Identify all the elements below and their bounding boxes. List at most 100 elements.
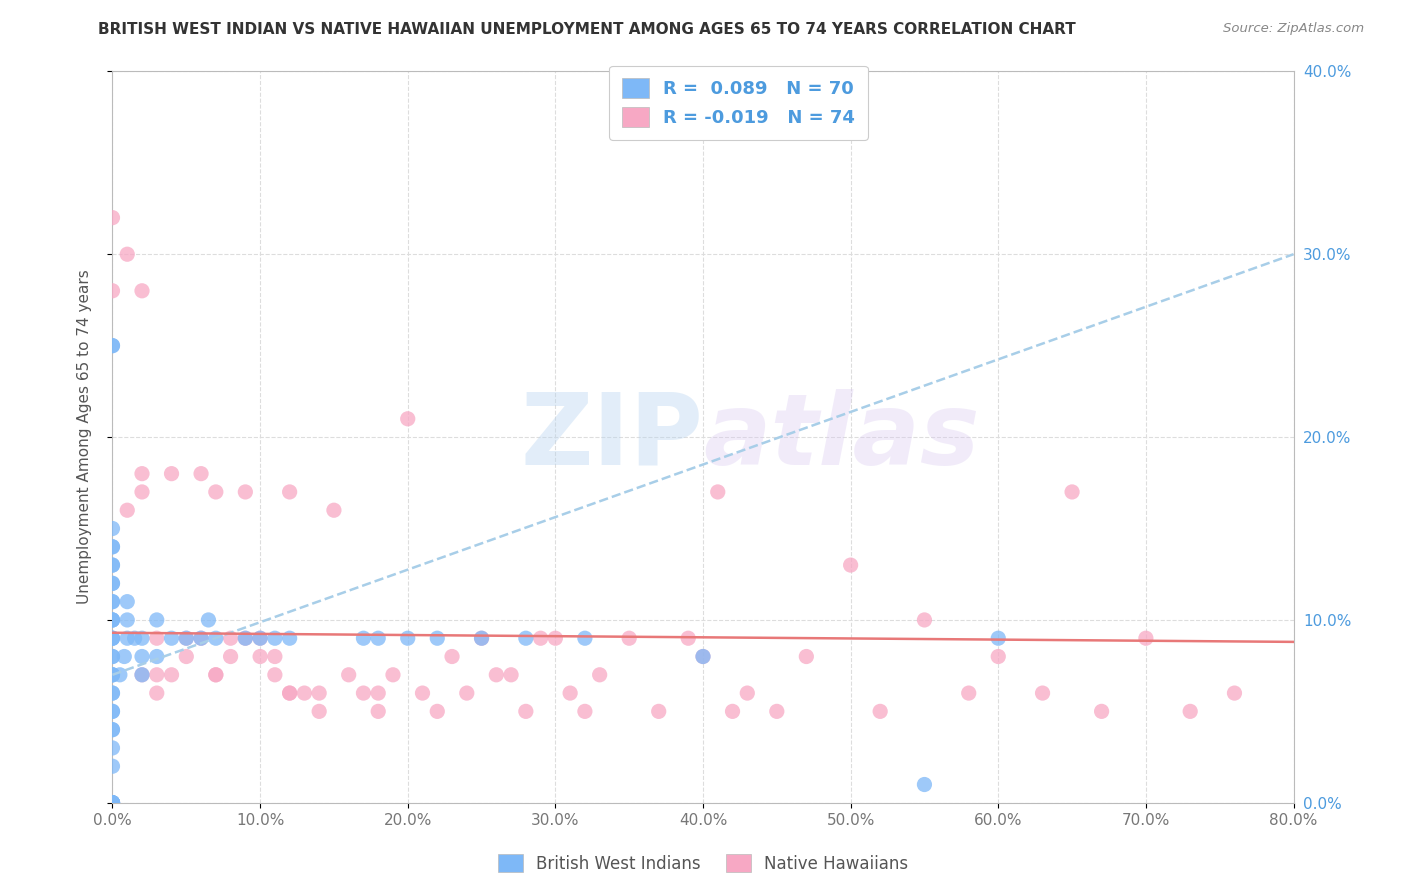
Point [117, 594, 138, 608]
Point [1178, 705, 1201, 719]
Point [174, 649, 197, 664]
Point [1091, 705, 1114, 719]
Point [174, 632, 197, 646]
Point [131, 667, 153, 681]
Point [101, 211, 124, 225]
Point [233, 632, 256, 646]
Point [131, 649, 153, 664]
Point [367, 686, 389, 700]
Point [101, 613, 124, 627]
Point [124, 632, 146, 646]
Point [205, 485, 228, 500]
Point [146, 649, 169, 664]
Point [117, 247, 138, 261]
Point [278, 632, 301, 646]
Point [544, 632, 567, 646]
Point [101, 649, 124, 664]
Point [117, 503, 138, 517]
Point [101, 705, 124, 719]
Point [1062, 485, 1084, 500]
Point [233, 632, 256, 646]
Point [987, 632, 1010, 646]
Point [619, 632, 641, 646]
Point [869, 705, 891, 719]
Point [131, 667, 153, 681]
Point [101, 632, 124, 646]
Point [101, 521, 124, 535]
Point [515, 705, 537, 719]
Point [101, 558, 124, 573]
Point [101, 740, 124, 755]
Text: atlas: atlas [703, 389, 980, 485]
Point [470, 632, 494, 646]
Point [101, 338, 124, 352]
Point [101, 796, 124, 810]
Point [839, 558, 862, 573]
Point [101, 667, 124, 681]
Point [292, 686, 315, 700]
Point [233, 485, 256, 500]
Point [1223, 686, 1246, 700]
Point [987, 649, 1010, 664]
Point [131, 485, 153, 500]
Point [249, 632, 271, 646]
Point [101, 796, 124, 810]
Point [101, 558, 124, 573]
Point [588, 667, 610, 681]
Point [678, 632, 700, 646]
Point [101, 796, 124, 810]
Point [131, 467, 153, 481]
Point [396, 632, 419, 646]
Point [278, 686, 301, 700]
Point [101, 632, 124, 646]
Point [101, 576, 124, 591]
Point [160, 467, 183, 481]
Text: Source: ZipAtlas.com: Source: ZipAtlas.com [1223, 22, 1364, 36]
Point [101, 613, 124, 627]
Point [131, 632, 153, 646]
Point [146, 667, 169, 681]
Point [131, 284, 153, 298]
Y-axis label: Unemployment Among Ages 65 to 74 years: Unemployment Among Ages 65 to 74 years [77, 269, 91, 605]
Text: ZIP: ZIP [520, 389, 703, 485]
Point [692, 649, 714, 664]
Point [101, 705, 124, 719]
Point [101, 686, 124, 700]
Point [957, 686, 980, 700]
Point [766, 705, 789, 719]
Point [101, 796, 124, 810]
Point [574, 705, 596, 719]
Point [352, 686, 374, 700]
Point [692, 649, 714, 664]
Point [101, 796, 124, 810]
Point [190, 632, 212, 646]
Point [117, 613, 138, 627]
Point [190, 632, 212, 646]
Point [278, 686, 301, 700]
Point [101, 667, 124, 681]
Point [101, 723, 124, 737]
Point [219, 632, 242, 646]
Point [308, 705, 330, 719]
Point [117, 632, 138, 646]
Point [101, 284, 124, 298]
Point [101, 686, 124, 700]
Point [101, 796, 124, 810]
Point [249, 632, 271, 646]
Point [914, 778, 936, 792]
Point [456, 686, 478, 700]
Point [101, 594, 124, 608]
Point [205, 667, 228, 681]
Point [101, 576, 124, 591]
Point [101, 759, 124, 773]
Point [160, 667, 183, 681]
Point [337, 667, 360, 681]
Point [101, 540, 124, 554]
Point [441, 649, 464, 664]
Point [367, 632, 389, 646]
Legend: British West Indians, Native Hawaiians: British West Indians, Native Hawaiians [491, 847, 915, 880]
Point [146, 613, 169, 627]
Point [367, 705, 389, 719]
Point [382, 667, 405, 681]
Point [101, 796, 124, 810]
